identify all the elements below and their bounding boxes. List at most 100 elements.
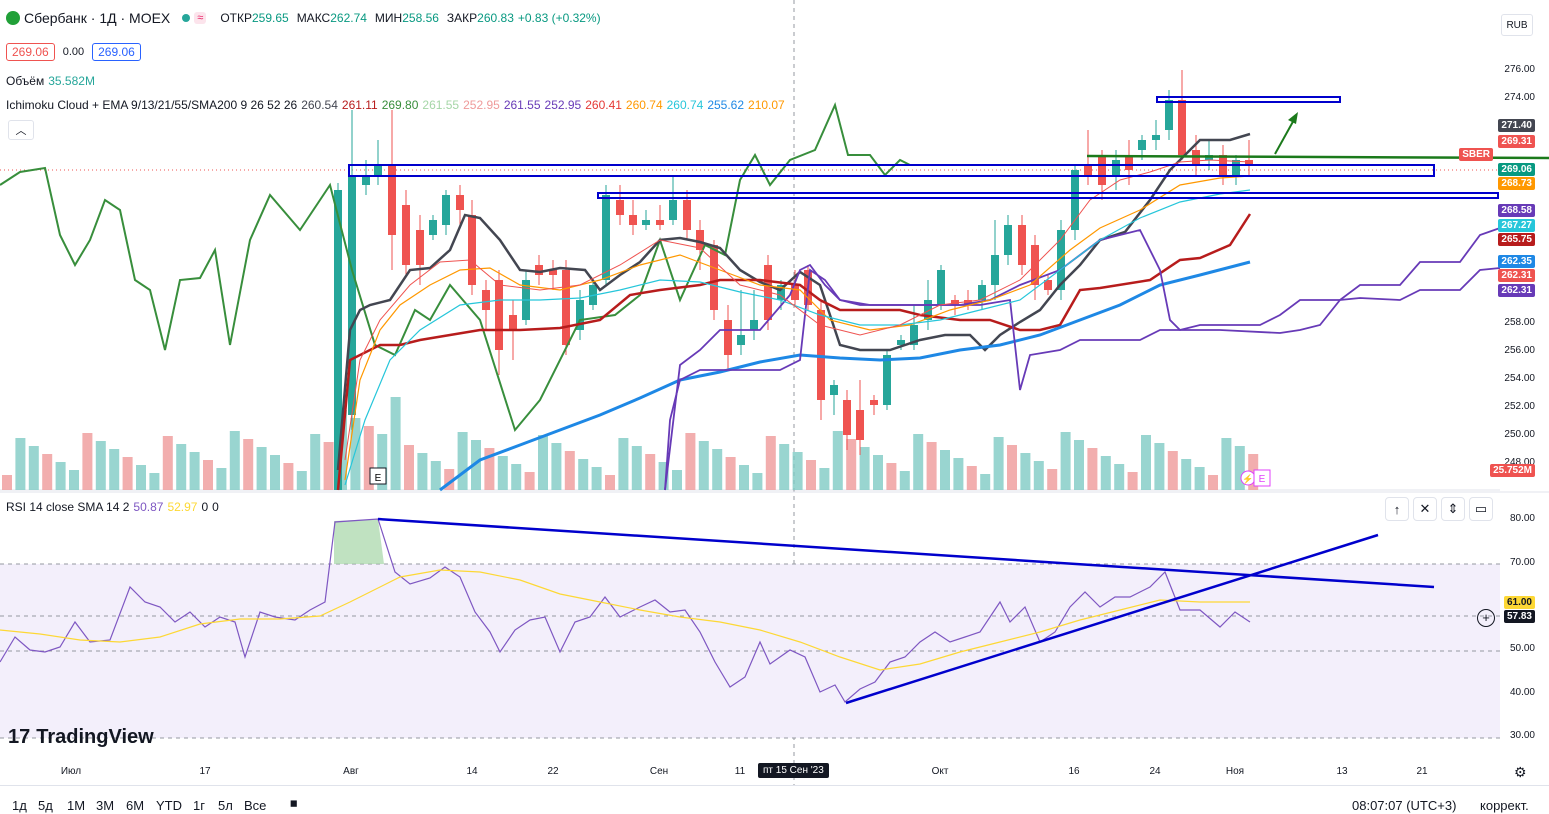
rsi-zero-2: 0 <box>212 500 219 514</box>
event-marker-icon[interactable] <box>369 467 387 485</box>
volume-bar <box>1060 432 1071 490</box>
volume-label: Объём <box>6 74 45 88</box>
volume-value: 35.582M <box>48 74 95 88</box>
volume-bar <box>1248 454 1259 490</box>
rsi-value: 50.87 <box>133 500 164 514</box>
candle-body <box>442 195 450 225</box>
indicator-line <box>664 227 1501 491</box>
candle-body <box>402 205 410 265</box>
candle-body <box>1084 165 1092 175</box>
settings-gear-icon[interactable]: ⚙ <box>1514 764 1527 780</box>
indicator-value: 269.80 <box>381 98 419 112</box>
drawings[interactable] <box>348 96 1549 199</box>
volume-bar <box>42 454 53 490</box>
price-tag: 269.31 <box>1498 135 1535 148</box>
move-pane-up-button[interactable]: ↑ <box>1385 497 1409 521</box>
candle-body <box>576 300 584 330</box>
volume-bar <box>926 442 937 490</box>
indicator-line <box>0 101 911 433</box>
range-1y[interactable]: 1г <box>193 798 205 813</box>
indicator-value: 255.62 <box>707 98 745 112</box>
volume-bar <box>1087 448 1098 490</box>
volume-bar <box>136 465 146 490</box>
time-tick: Окт <box>931 766 949 777</box>
rsi-tick: 50.00 <box>1509 643 1535 654</box>
close-label: ЗАКР <box>446 11 478 25</box>
spread-value: 0.00 <box>62 46 85 58</box>
volume-bar <box>1074 440 1084 490</box>
rsi-legend[interactable]: RSI 14 close SMA 14 2 50.87 52.97 0 0 <box>6 500 219 514</box>
range-all[interactable]: Все <box>244 798 267 813</box>
time-tick: Июл <box>60 766 82 777</box>
candle-body <box>562 270 570 345</box>
maximize-pane-button[interactable]: ▭ <box>1469 497 1493 521</box>
volume-bar <box>390 397 401 490</box>
maximize-icon: ▭ <box>1474 501 1488 516</box>
tradingview-logo[interactable]: 17 TradingView <box>8 726 154 749</box>
range-ytd[interactable]: YTD <box>156 798 182 813</box>
calendar-range-icon[interactable]: ⏹ <box>290 795 298 812</box>
range-5y[interactable]: 5л <box>218 798 233 813</box>
crosshair-date-label: пт 15 Сен '23 <box>758 763 829 778</box>
time-tick: Авг <box>343 766 359 777</box>
rsi-zero-1: 0 <box>201 500 209 514</box>
volume-bar <box>430 461 441 490</box>
candle-body <box>777 285 785 300</box>
market-status-icon <box>182 14 191 22</box>
range-1d[interactable]: 1д <box>12 798 27 813</box>
volume-bar <box>752 473 763 490</box>
price-tag: 271.40 <box>1498 119 1535 132</box>
collapse-pane-button[interactable]: ⇕ <box>1441 497 1465 521</box>
collapse-legend-button[interactable]: ︿ <box>8 120 34 140</box>
range-3m[interactable]: 3М <box>96 798 115 813</box>
symbol-logo-icon <box>6 11 20 25</box>
close-pane-button[interactable]: ✕ <box>1413 497 1437 521</box>
volume-bar <box>886 463 897 490</box>
symbol-title[interactable]: Сбербанк · 1Д · MOEX <box>24 10 171 26</box>
currency-button[interactable]: RUB <box>1501 14 1533 36</box>
candle-body <box>482 290 490 310</box>
open-label: ОТКР <box>220 11 252 25</box>
volume-bar <box>1141 435 1151 490</box>
price-tick: 256.00 <box>1504 345 1535 356</box>
candle-body <box>1112 160 1120 175</box>
resistance-zone-mid <box>348 164 1435 177</box>
rsi-trendline-up <box>845 533 1379 705</box>
high-value: 262.74 <box>330 11 367 25</box>
clock-time[interactable]: 08:07:07 (UTC+3) <box>1352 798 1457 813</box>
volume-bar <box>229 431 240 490</box>
range-5d[interactable]: 5д <box>38 798 53 813</box>
price-tick: 254.00 <box>1504 373 1535 384</box>
add-plus-icon[interactable]: + <box>1477 609 1495 627</box>
volume-bar <box>511 464 522 490</box>
rsi-tick: 70.00 <box>1509 557 1535 568</box>
volume-bar <box>109 449 120 490</box>
candle-body <box>737 335 745 345</box>
price-tag: 269.06 <box>1498 163 1535 176</box>
symbol-legend: Сбербанк · 1Д · MOEX ≈ ОТКР 259.65 МАКС … <box>6 10 601 26</box>
range-1m[interactable]: 1М <box>67 798 86 813</box>
volume-bar <box>631 446 642 490</box>
buy-price-button[interactable]: 269.06 <box>92 43 141 61</box>
indicator-line <box>344 159 1251 461</box>
price-tag: 268.73 <box>1498 177 1535 190</box>
price-chart[interactable]: E ⚡ E <box>0 0 1549 785</box>
volume-bar <box>28 446 39 490</box>
candle-body <box>1165 100 1173 130</box>
volume-bar <box>940 450 950 490</box>
volume-bar <box>149 473 160 490</box>
price-tag: 262.31 <box>1498 269 1535 282</box>
volume-legend[interactable]: Объём 35.582M <box>6 74 95 88</box>
volume-bar <box>725 457 736 490</box>
resistance-zone-top <box>1156 96 1341 103</box>
earnings-marker-icon[interactable] <box>1253 469 1271 487</box>
rsi-pane[interactable] <box>0 491 1549 762</box>
volume-bar <box>176 444 187 490</box>
sell-price-button[interactable]: 269.06 <box>6 43 55 61</box>
candle-body <box>951 300 959 305</box>
range-6m[interactable]: 6М <box>126 798 145 813</box>
candle-body <box>1138 140 1146 150</box>
adjust-toggle[interactable]: коррект. <box>1480 798 1529 813</box>
indicator-legend[interactable]: Ichimoku Cloud + EMA 9/13/21/55/SMA200 9… <box>6 98 785 112</box>
rsi-tick: 30.00 <box>1509 730 1535 741</box>
